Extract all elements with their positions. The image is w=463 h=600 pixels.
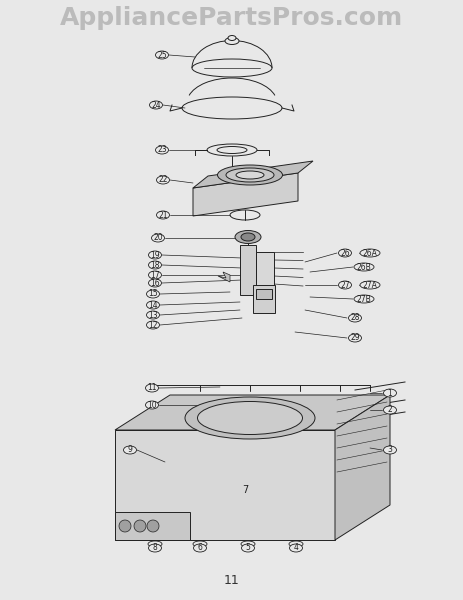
- Text: 11: 11: [147, 383, 156, 392]
- FancyBboxPatch shape: [256, 252, 274, 287]
- Ellipse shape: [156, 176, 169, 184]
- Text: 26A: 26A: [362, 248, 376, 257]
- Text: 27B: 27B: [356, 295, 370, 304]
- Ellipse shape: [151, 234, 164, 242]
- Ellipse shape: [206, 144, 257, 156]
- Text: 26B: 26B: [356, 263, 370, 271]
- Text: 13: 13: [148, 311, 157, 319]
- Ellipse shape: [148, 541, 162, 547]
- Ellipse shape: [148, 261, 161, 269]
- Ellipse shape: [146, 321, 159, 329]
- Text: 23: 23: [157, 145, 167, 154]
- Ellipse shape: [148, 544, 161, 552]
- Ellipse shape: [383, 406, 396, 414]
- Ellipse shape: [181, 97, 282, 119]
- FancyBboxPatch shape: [256, 289, 271, 299]
- Text: 26: 26: [339, 248, 349, 257]
- Ellipse shape: [145, 384, 158, 392]
- Polygon shape: [115, 395, 389, 430]
- Text: 3: 3: [387, 445, 392, 455]
- Ellipse shape: [146, 311, 159, 319]
- Text: 18: 18: [150, 260, 159, 269]
- Ellipse shape: [146, 290, 159, 298]
- Ellipse shape: [123, 446, 136, 454]
- Ellipse shape: [230, 210, 259, 220]
- Ellipse shape: [155, 51, 168, 59]
- Ellipse shape: [240, 233, 255, 241]
- Text: 25: 25: [157, 50, 167, 59]
- Ellipse shape: [348, 314, 361, 322]
- Ellipse shape: [148, 271, 161, 279]
- Text: 10: 10: [147, 401, 156, 409]
- Text: 9: 9: [127, 445, 132, 455]
- Text: 5: 5: [245, 544, 250, 553]
- Circle shape: [134, 520, 146, 532]
- Text: 14: 14: [148, 301, 157, 310]
- Ellipse shape: [149, 101, 162, 109]
- Ellipse shape: [148, 251, 161, 259]
- Ellipse shape: [383, 446, 396, 454]
- Ellipse shape: [227, 35, 236, 40]
- Text: 1: 1: [387, 389, 392, 397]
- Ellipse shape: [241, 544, 254, 552]
- Polygon shape: [193, 173, 297, 216]
- Ellipse shape: [234, 230, 260, 244]
- Ellipse shape: [240, 541, 255, 547]
- Ellipse shape: [338, 281, 351, 289]
- Ellipse shape: [156, 211, 169, 219]
- Text: 22: 22: [158, 175, 168, 185]
- Ellipse shape: [148, 279, 161, 287]
- FancyBboxPatch shape: [115, 430, 334, 540]
- FancyBboxPatch shape: [115, 512, 189, 540]
- Ellipse shape: [225, 37, 238, 44]
- Text: 4: 4: [293, 544, 298, 553]
- Polygon shape: [218, 272, 230, 282]
- Ellipse shape: [289, 544, 302, 552]
- Ellipse shape: [185, 397, 314, 439]
- Polygon shape: [193, 161, 313, 188]
- Text: 27: 27: [339, 280, 349, 289]
- Ellipse shape: [288, 541, 302, 547]
- Ellipse shape: [353, 263, 373, 271]
- Polygon shape: [334, 395, 389, 540]
- Text: 20: 20: [153, 233, 163, 242]
- Text: 29: 29: [350, 334, 359, 343]
- Ellipse shape: [225, 168, 274, 182]
- FancyBboxPatch shape: [252, 285, 275, 313]
- Text: AppliancePartsPros.com: AppliancePartsPros.com: [60, 6, 403, 30]
- Ellipse shape: [348, 334, 361, 342]
- Text: 19: 19: [150, 251, 159, 259]
- Ellipse shape: [236, 171, 263, 179]
- Text: 8: 8: [152, 544, 157, 553]
- Ellipse shape: [197, 401, 302, 434]
- Text: 28: 28: [350, 313, 359, 323]
- Text: 24: 24: [151, 100, 161, 109]
- Ellipse shape: [353, 295, 373, 303]
- Ellipse shape: [383, 389, 396, 397]
- Text: 16: 16: [150, 278, 159, 287]
- Ellipse shape: [193, 541, 206, 547]
- Text: 7: 7: [241, 485, 248, 495]
- Ellipse shape: [193, 544, 206, 552]
- Ellipse shape: [146, 301, 159, 309]
- Text: 27A: 27A: [362, 280, 376, 289]
- Ellipse shape: [338, 249, 351, 257]
- Text: 17: 17: [150, 271, 159, 280]
- Text: 6: 6: [197, 544, 202, 553]
- Ellipse shape: [217, 165, 282, 185]
- Ellipse shape: [155, 146, 168, 154]
- Circle shape: [119, 520, 131, 532]
- Ellipse shape: [359, 249, 379, 257]
- Ellipse shape: [359, 281, 379, 289]
- Text: 2: 2: [387, 406, 392, 415]
- Circle shape: [147, 520, 159, 532]
- Ellipse shape: [217, 146, 246, 154]
- Ellipse shape: [145, 401, 158, 409]
- Text: 15: 15: [148, 289, 157, 298]
- Text: 11: 11: [224, 574, 239, 587]
- Text: 21: 21: [158, 211, 168, 220]
- Text: 12: 12: [148, 320, 157, 329]
- Ellipse shape: [192, 59, 271, 77]
- FancyBboxPatch shape: [239, 245, 256, 295]
